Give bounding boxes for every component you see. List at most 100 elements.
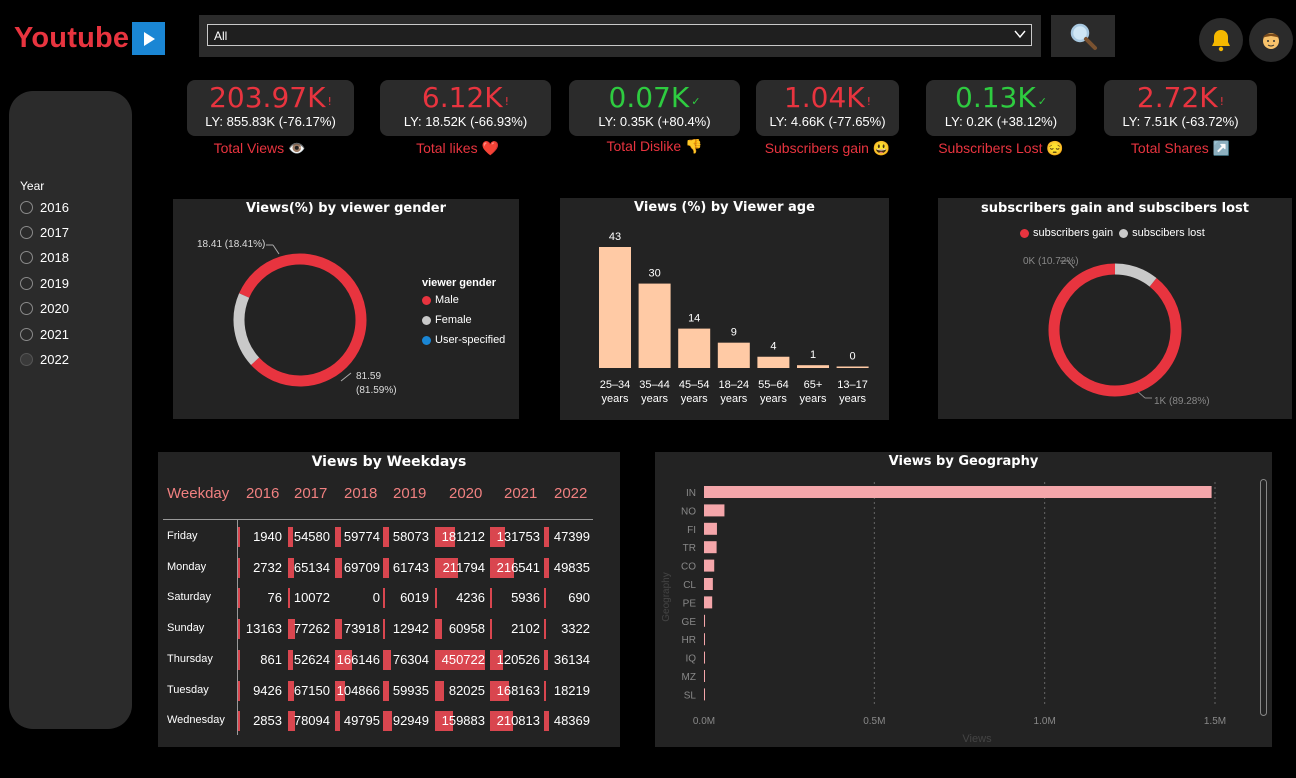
year-option-2019[interactable]: 2019 <box>20 276 69 291</box>
matrix-cell[interactable]: 1940 <box>238 527 282 547</box>
matrix-header-year[interactable]: 2019 <box>393 485 427 502</box>
matrix-cell[interactable]: 216541 <box>490 557 540 578</box>
matrix-header-year[interactable]: 2022 <box>554 485 588 502</box>
matrix-cell[interactable]: 49795 <box>335 711 380 732</box>
age-bar[interactable] <box>797 365 829 368</box>
matrix-header-weekday[interactable]: Weekday <box>167 485 230 502</box>
matrix-cell[interactable]: 131753 <box>490 527 540 547</box>
matrix-cell[interactable]: 861 <box>238 649 282 670</box>
matrix-cell[interactable]: 18219 <box>544 680 590 701</box>
matrix-cell[interactable]: 5936 <box>490 588 540 609</box>
matrix-cell[interactable]: 60958 <box>435 619 485 640</box>
year-option-2020[interactable]: 2020 <box>20 301 69 316</box>
age-bar[interactable] <box>599 247 631 368</box>
matrix-cell[interactable]: 76 <box>238 588 282 609</box>
play-button[interactable] <box>132 22 165 55</box>
matrix-cell[interactable]: 0 <box>335 588 380 608</box>
year-option-2022[interactable]: 2022 <box>20 352 69 367</box>
age-bar[interactable] <box>836 366 869 369</box>
scrollbar[interactable] <box>1260 479 1267 716</box>
matrix-cell[interactable]: 82025 <box>435 680 485 701</box>
matrix-cell[interactable]: 76304 <box>383 649 429 670</box>
geo-bar[interactable] <box>704 688 705 701</box>
donut-slice-lost[interactable] <box>1114 263 1157 287</box>
matrix-cell[interactable]: 211794 <box>435 557 485 578</box>
matrix-cell-value: 450722 <box>441 651 485 667</box>
geo-bar[interactable] <box>704 559 715 572</box>
matrix-cell[interactable]: 49835 <box>544 557 590 578</box>
year-option-2016[interactable]: 2016 <box>20 200 69 215</box>
matrix-cell[interactable]: 77262 <box>288 619 330 640</box>
matrix-cell[interactable]: 690 <box>544 588 590 609</box>
matrix-cell[interactable]: 2853 <box>238 711 282 732</box>
year-option-2017[interactable]: 2017 <box>20 225 69 240</box>
matrix-cell[interactable]: 166146 <box>335 649 380 670</box>
legend-item-lost[interactable]: subscibers lost <box>1119 227 1205 239</box>
matrix-header-year[interactable]: 2020 <box>449 485 483 502</box>
matrix-cell[interactable]: 92949 <box>383 711 429 732</box>
matrix-cell[interactable]: 159883 <box>435 711 485 732</box>
matrix-cell[interactable]: 69709 <box>335 557 380 578</box>
matrix-cell[interactable]: 36134 <box>544 649 590 670</box>
age-bar[interactable] <box>757 356 790 368</box>
matrix-cell[interactable]: 2102 <box>490 619 540 640</box>
age-bar[interactable] <box>678 328 711 368</box>
age-bar[interactable] <box>717 342 750 368</box>
matrix-cell[interactable]: 58073 <box>383 527 429 547</box>
matrix-header-year[interactable]: 2021 <box>504 485 538 502</box>
notification-button[interactable] <box>1199 18 1243 62</box>
donut-slice-female[interactable] <box>233 293 260 365</box>
matrix-cell[interactable]: 9426 <box>238 680 282 701</box>
matrix-header-year[interactable]: 2016 <box>246 485 280 502</box>
matrix-cell[interactable]: 67150 <box>288 680 330 701</box>
matrix-cell[interactable]: 3322 <box>544 619 590 640</box>
matrix-cell[interactable]: 6019 <box>383 588 429 609</box>
legend-item-female[interactable]: Female <box>422 314 505 326</box>
legend-item-user-specified[interactable]: User-specified <box>422 334 505 346</box>
geo-bar[interactable] <box>704 651 705 664</box>
profile-button[interactable] <box>1249 18 1293 62</box>
geo-bar[interactable] <box>704 504 725 517</box>
matrix-cell[interactable]: 12942 <box>383 619 429 640</box>
kpi-label: Total likes ❤️ <box>416 140 499 156</box>
matrix-cell[interactable]: 47399 <box>544 527 590 547</box>
matrix-header-year[interactable]: 2017 <box>294 485 328 502</box>
geo-bar[interactable] <box>704 633 705 646</box>
geo-bar[interactable] <box>704 614 706 627</box>
matrix-cell[interactable]: 48369 <box>544 711 590 732</box>
matrix-cell[interactable]: 10072 <box>288 588 330 609</box>
donut-slice-male[interactable] <box>239 253 367 387</box>
geo-bar[interactable] <box>704 541 717 554</box>
year-option-2021[interactable]: 2021 <box>20 327 69 342</box>
matrix-cell[interactable]: 2732 <box>238 557 282 578</box>
matrix-cell[interactable]: 73918 <box>335 619 380 640</box>
geo-bar[interactable] <box>704 486 1212 498</box>
matrix-cell[interactable]: 61743 <box>383 557 429 578</box>
matrix-cell[interactable]: 181212 <box>435 527 485 547</box>
matrix-cell[interactable]: 168163 <box>490 680 540 701</box>
age-bar[interactable] <box>638 283 671 368</box>
matrix-cell[interactable]: 54580 <box>288 527 330 547</box>
matrix-cell[interactable]: 59935 <box>383 680 429 701</box>
legend-item-gain[interactable]: subscribers gain <box>1020 227 1113 239</box>
geo-bar[interactable] <box>704 578 713 590</box>
matrix-cell[interactable]: 120526 <box>490 649 540 670</box>
matrix-cell[interactable]: 4236 <box>435 588 485 609</box>
matrix-cell[interactable]: 13163 <box>238 619 282 640</box>
legend-item-male[interactable]: Male <box>422 294 505 306</box>
geo-bar[interactable] <box>704 670 705 682</box>
matrix-header-year[interactable]: 2018 <box>344 485 378 502</box>
matrix-cell[interactable]: 104866 <box>335 680 380 701</box>
geo-bar[interactable] <box>704 596 713 609</box>
donut-slice-gain[interactable] <box>1048 263 1182 397</box>
matrix-cell[interactable]: 210813 <box>490 711 540 732</box>
matrix-cell[interactable]: 65134 <box>288 557 330 578</box>
matrix-cell[interactable]: 52624 <box>288 649 330 670</box>
matrix-cell[interactable]: 59774 <box>335 527 380 547</box>
search-dropdown[interactable]: All <box>207 24 1032 46</box>
geo-bar[interactable] <box>704 522 717 535</box>
matrix-cell[interactable]: 450722 <box>435 649 485 670</box>
matrix-cell[interactable]: 78094 <box>288 711 330 732</box>
search-button[interactable] <box>1051 15 1115 57</box>
year-option-2018[interactable]: 2018 <box>20 250 69 265</box>
